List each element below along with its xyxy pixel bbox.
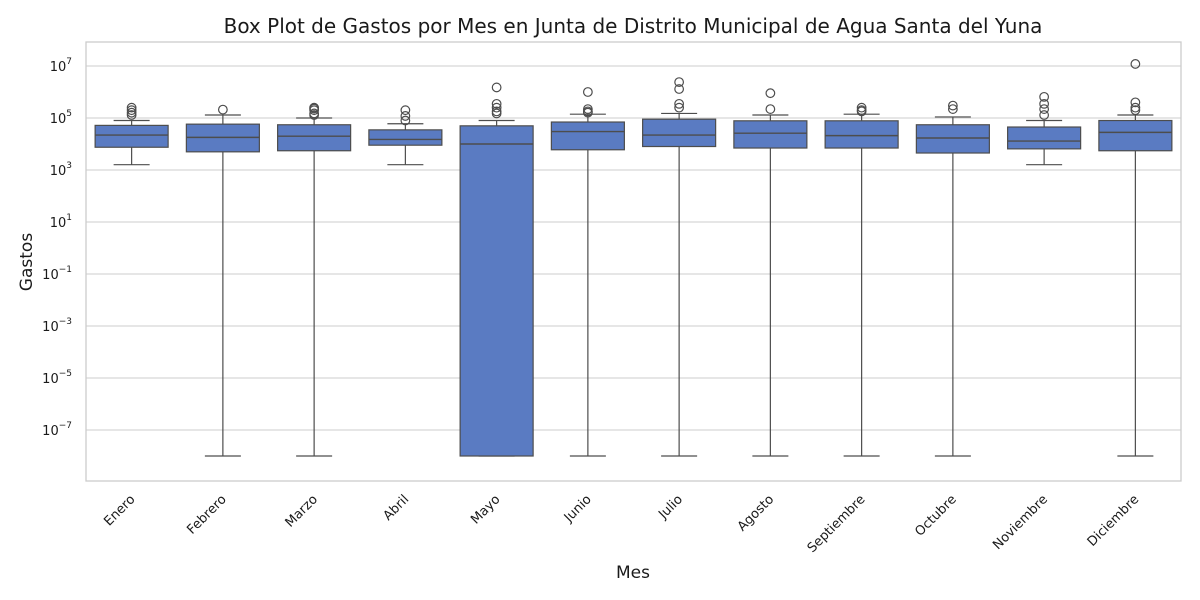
y-tick-label: 107 — [50, 57, 72, 75]
outlier-point — [674, 98, 685, 109]
box-septiembre — [824, 102, 899, 457]
box-marzo — [277, 102, 352, 457]
box-diciembre — [1098, 59, 1173, 457]
outlier-point — [1130, 102, 1141, 113]
outlier-point — [856, 102, 867, 113]
x-tick-label: Abril — [381, 492, 413, 524]
outlier-point — [947, 104, 958, 114]
iqr-box — [550, 121, 625, 151]
outlier-point — [765, 104, 776, 114]
outlier-point — [400, 115, 411, 126]
outlier-point — [582, 87, 593, 97]
x-tick-label: Julio — [655, 492, 686, 523]
y-axis-label: Gastos — [17, 233, 37, 292]
outlier-point — [765, 88, 776, 99]
iqr-box — [733, 120, 808, 149]
outlier-point — [309, 110, 320, 120]
outlier-point — [1039, 110, 1050, 120]
outlier-point — [491, 98, 502, 109]
x-tick-label: Enero — [101, 492, 138, 529]
iqr-box — [1098, 119, 1173, 152]
grid-lines — [86, 65, 1181, 431]
outlier-point — [947, 100, 958, 111]
iqr-box — [277, 124, 352, 152]
outlier-point — [400, 111, 411, 121]
box-enero — [94, 102, 169, 166]
x-tick-label: Mayo — [468, 492, 503, 527]
box-mayo — [459, 82, 534, 457]
iqr-box — [824, 120, 899, 149]
y-tick-label: 10−1 — [42, 265, 72, 283]
box-noviembre — [1007, 91, 1082, 166]
box-febrero — [185, 104, 260, 457]
y-tick-label: 10−5 — [42, 369, 72, 387]
outlier-point — [674, 77, 685, 88]
y-tick-label: 10−7 — [42, 421, 72, 439]
outlier-point — [126, 102, 137, 113]
box-julio — [642, 77, 717, 457]
iqr-box — [1007, 126, 1082, 150]
iqr-box — [642, 118, 717, 148]
y-tick-label: 101 — [50, 213, 72, 231]
x-tick-label: Diciembre — [1085, 492, 1143, 550]
x-tick-label: Junio — [561, 492, 595, 526]
outlier-point — [1039, 98, 1050, 109]
x-tick-label: Octubre — [912, 492, 959, 539]
outlier-point — [1039, 91, 1050, 102]
y-tick-label: 105 — [50, 109, 72, 127]
x-tick-label: Agosto — [735, 492, 777, 534]
box-agosto — [733, 88, 808, 457]
outlier-point — [491, 102, 502, 113]
iqr-box — [459, 125, 534, 457]
x-tick-label: Marzo — [283, 492, 321, 530]
x-tick-label: Noviembre — [990, 492, 1051, 553]
outlier-point — [126, 105, 137, 116]
x-axis-ticks: Enero Febrero Marzo Abril Mayo Junio Julio Agos… — [101, 492, 1142, 556]
iqr-box — [915, 124, 990, 154]
box-abril — [368, 105, 443, 166]
boxes — [94, 59, 1173, 457]
iqr-box — [94, 124, 169, 148]
x-tick-label: Febrero — [184, 492, 229, 537]
y-tick-label: 10−3 — [42, 317, 72, 335]
box-octubre — [915, 100, 990, 457]
outlier-point — [491, 82, 502, 93]
plot-frame — [85, 41, 1182, 482]
y-tick-label: 103 — [50, 161, 72, 179]
outlier-point — [217, 104, 228, 115]
outlier-point — [1130, 97, 1141, 108]
x-axis-label: Mes — [616, 563, 650, 583]
outlier-point — [309, 105, 320, 116]
outlier-point — [674, 102, 685, 113]
y-axis-ticks: 107 105 103 101 10−1 10−3 10−5 10−7 — [42, 57, 72, 439]
outlier-point — [1130, 59, 1141, 69]
outlier-point — [491, 108, 502, 119]
x-tick-label: Septiembre — [805, 492, 869, 556]
chart-title: Box Plot de Gastos por Mes en Junta de D… — [224, 14, 1043, 38]
iqr-box — [368, 129, 443, 146]
box-junio — [550, 87, 625, 457]
outlier-point — [1130, 105, 1141, 116]
outlier-point — [582, 107, 593, 118]
outlier-point — [856, 106, 867, 117]
outlier-point — [126, 110, 137, 120]
outlier-point — [400, 105, 411, 116]
outlier-point — [674, 84, 685, 94]
outlier-point — [1039, 104, 1050, 114]
